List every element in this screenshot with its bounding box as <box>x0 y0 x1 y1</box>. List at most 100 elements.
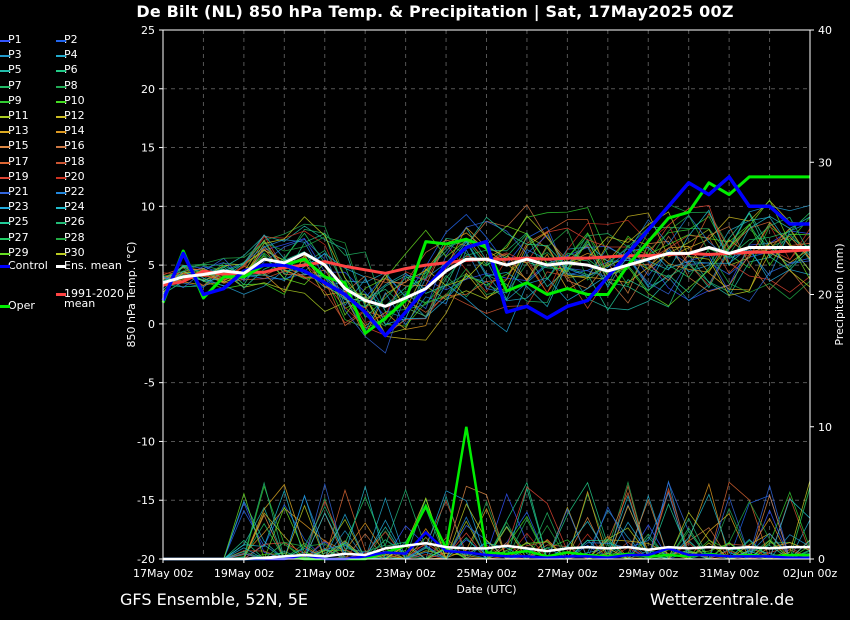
legend-label: P10 <box>64 93 85 107</box>
x-tick-label: 21May 00z <box>295 567 355 580</box>
member-line-p21 <box>162 220 811 354</box>
legend-item-p27: P27 <box>0 230 29 244</box>
y-axis-label: 850 hPa Temp. (°C) <box>125 242 138 348</box>
legend-label: P20 <box>64 169 85 183</box>
legend-item-p17: P17 <box>0 155 29 168</box>
legend-item-p26: P26 <box>56 215 85 228</box>
legend-swatch <box>0 146 10 149</box>
legend-swatch <box>56 207 66 210</box>
legend-label: P14 <box>64 124 85 138</box>
x-axis-label: Date (UTC) <box>456 583 516 596</box>
legend-swatch <box>56 265 66 268</box>
legend-item-p1: P1 <box>0 33 22 46</box>
legend-label: P30 <box>64 245 85 259</box>
y2-tick-label: 20 <box>818 289 832 302</box>
member-precip-p24 <box>163 485 811 561</box>
legend-swatch <box>0 40 10 42</box>
member-precip-p13 <box>163 483 811 561</box>
mean-temp-line <box>162 246 810 308</box>
legend-swatch <box>0 161 10 164</box>
legend-swatch <box>56 85 66 88</box>
member-line-p17 <box>162 212 811 327</box>
legend-swatch <box>0 207 10 210</box>
legend-item-p2: P2 <box>56 33 78 46</box>
member-line-p24 <box>162 209 811 308</box>
y-tick-label: 15 <box>141 142 155 155</box>
legend-label: P19 <box>8 169 29 183</box>
x-tick-label: 25May 00z <box>456 567 516 580</box>
y-tick-label: -10 <box>137 435 155 448</box>
legend-label: P25 <box>8 215 29 229</box>
legend-swatch <box>56 237 66 240</box>
legend-swatch <box>0 222 10 225</box>
legend-item-p21: P21 <box>0 185 29 198</box>
x-tick-label: 29May 00z <box>618 567 678 580</box>
legend-label: P15 <box>8 139 29 153</box>
legend-swatch <box>56 176 66 179</box>
legend-label: P8 <box>64 78 78 92</box>
legend-label: P2 <box>64 33 78 46</box>
legend-swatch <box>0 70 10 73</box>
member-line-p20 <box>162 219 811 324</box>
legend-item-p12: P12 <box>56 109 85 122</box>
legend-label: P18 <box>64 154 85 168</box>
legend-label: P28 <box>64 230 85 244</box>
legend-item-p30: P30 <box>56 245 85 259</box>
member-line-p9 <box>162 207 811 329</box>
legend-item-p23: P23 <box>0 200 29 214</box>
y-tick-label: 10 <box>141 200 155 213</box>
legend-swatch <box>0 131 10 134</box>
legend-swatch <box>56 131 66 134</box>
legend-swatch <box>56 161 66 164</box>
y-tick-label: 0 <box>148 318 155 331</box>
legend-swatch <box>0 265 10 268</box>
legend-label: P9 <box>8 93 22 107</box>
y-tick-label: -15 <box>137 494 155 507</box>
legend-item-p19: P19 <box>0 169 29 183</box>
legend-swatch <box>0 100 10 103</box>
source-credit: Wetterzentrale.de <box>650 590 795 609</box>
x-tick-label: 23May 00z <box>376 567 436 580</box>
legend-label: P3 <box>8 48 22 62</box>
legend-label: P29 <box>8 245 29 259</box>
y-tick-label: -20 <box>137 553 155 566</box>
legend-item-oper: Oper <box>0 299 35 312</box>
legend-label: P22 <box>64 185 85 198</box>
legend-label: P23 <box>8 200 29 214</box>
legend-label: 1991-2020 <box>64 287 124 300</box>
member-line-p23 <box>162 246 811 333</box>
legend-swatch <box>0 85 10 88</box>
legend-item-p20: P20 <box>56 169 85 183</box>
legend-swatch <box>56 252 66 255</box>
legend-swatch <box>0 252 10 255</box>
legend-label: Oper <box>8 299 35 312</box>
legend-item-p5: P5 <box>0 63 22 76</box>
legend-label: P27 <box>8 230 29 244</box>
legend-item-p18: P18 <box>56 154 85 168</box>
control-temp-line <box>161 175 810 338</box>
x-tick-label: 02Jun 00z <box>783 567 838 580</box>
y2-tick-label: 40 <box>818 24 832 37</box>
legend-item-p8: P8 <box>56 78 78 92</box>
x-tick-label: 31May 00z <box>699 567 759 580</box>
legend-swatch <box>0 237 10 240</box>
y-tick-label: 5 <box>148 259 155 272</box>
y-tick-label: -5 <box>144 377 155 390</box>
legend-item-p24: P24 <box>56 200 85 213</box>
legend-label: P13 <box>8 124 29 138</box>
legend-item-p25: P25 <box>0 215 29 229</box>
legend-item-p6: P6 <box>56 63 78 76</box>
legend-label: P1 <box>8 33 22 46</box>
legend-label: P16 <box>64 139 85 153</box>
y-tick-label: 20 <box>141 83 155 96</box>
legend-swatch <box>56 293 66 296</box>
x-tick-label: 19May 00z <box>214 567 274 580</box>
legend-item-climate-mean: 1991-2020 <box>56 287 124 300</box>
legend-item-p9: P9 <box>0 93 22 107</box>
member-line-p22 <box>162 214 811 332</box>
member-line-p18 <box>162 234 811 324</box>
legend-label: P4 <box>64 48 78 62</box>
chart-title: De Bilt (NL) 850 hPa Temp. & Precipitati… <box>136 2 734 21</box>
legend-item-p10: P10 <box>56 93 85 107</box>
